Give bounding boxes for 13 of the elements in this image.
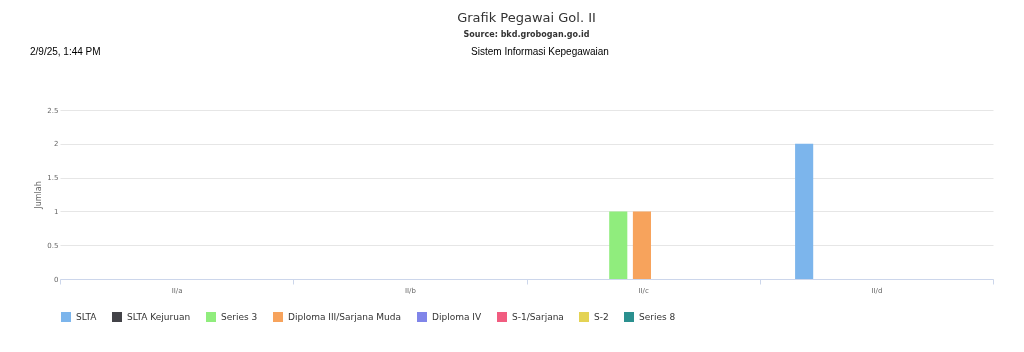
legend-label: Diploma III/Sarjana Muda <box>288 312 402 322</box>
chart-title: Grafik Pegawai Gol. II <box>457 10 596 25</box>
legend-label: S-2 <box>594 312 609 322</box>
legend-label: Series 3 <box>221 312 258 322</box>
y-axis-title: Jumlah <box>34 181 44 210</box>
text: 2/9/25, 1:44 PM <box>30 46 101 57</box>
text: Sistem Informasi Kepegawaian <box>471 46 609 57</box>
chart-subtitle: Source: bkd.grobogan.go.id <box>463 30 590 39</box>
legend-label: Diploma IV <box>432 312 482 322</box>
legend-label: Series 8 <box>639 312 676 322</box>
legend-label: S-1/Sarjana <box>512 312 564 322</box>
legend-label: SLTA Kejuruan <box>127 312 191 322</box>
legend-label: SLTA <box>76 312 98 322</box>
